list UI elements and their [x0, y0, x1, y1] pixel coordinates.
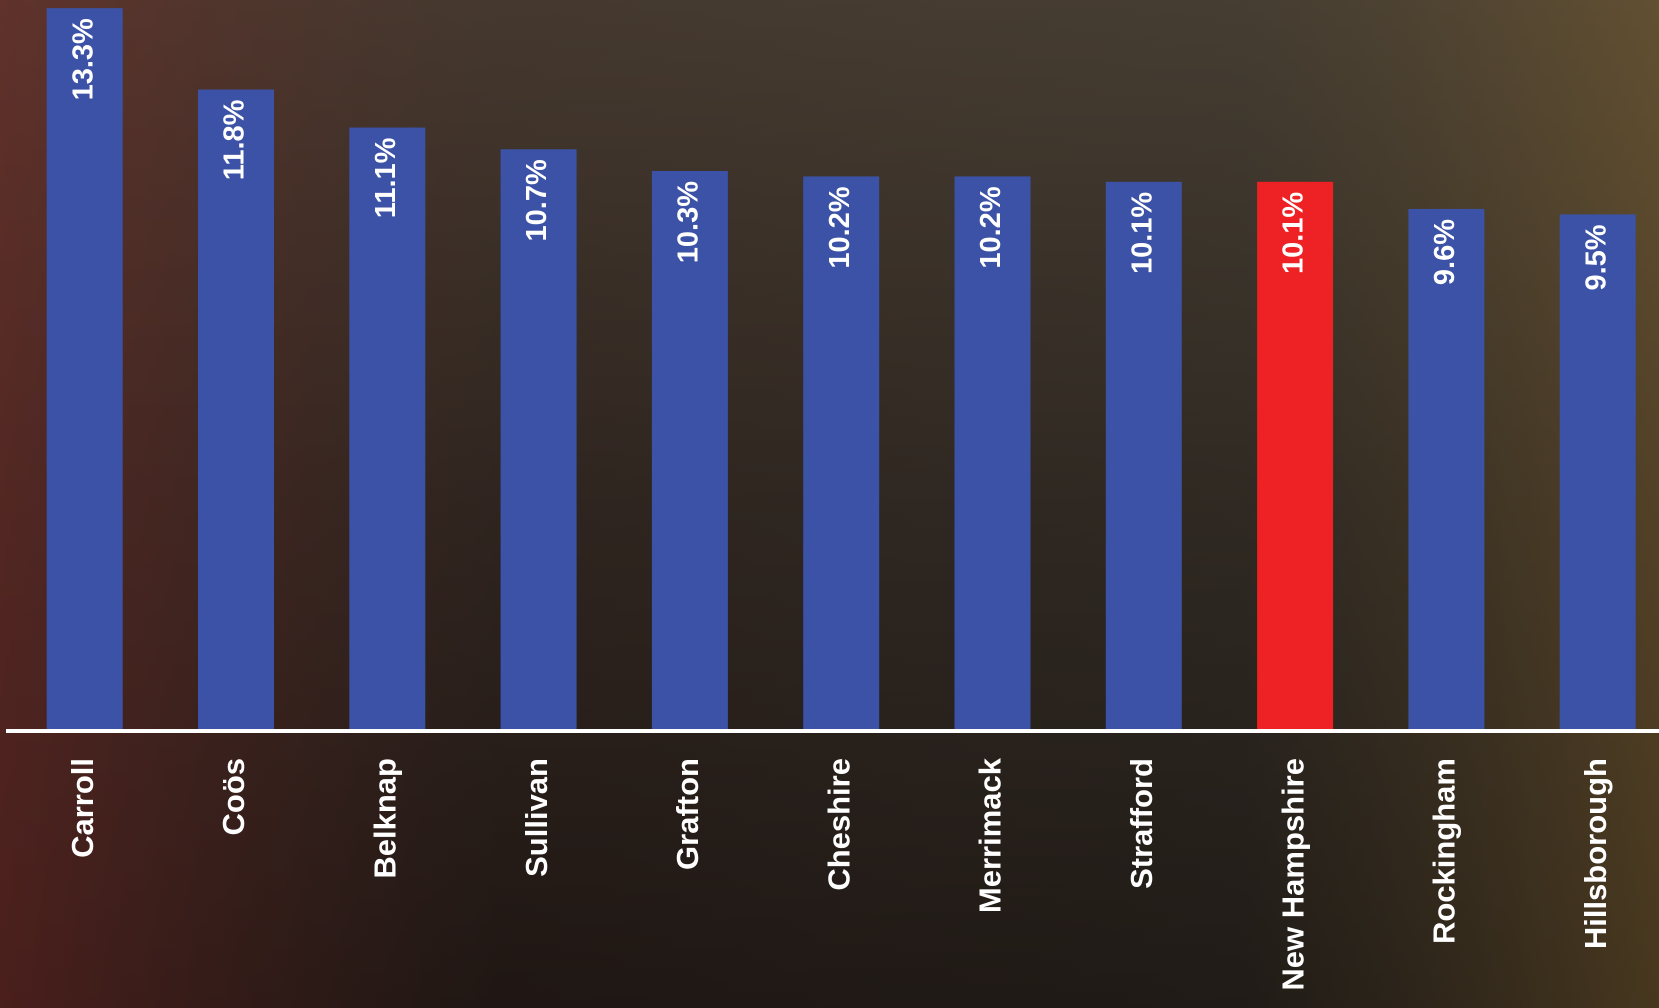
value-label: 9.5% [1580, 224, 1612, 290]
value-label: 11.1% [370, 137, 402, 218]
x-tick-label: Cheshire [821, 758, 856, 891]
value-label: 9.6% [1429, 219, 1461, 285]
x-tick-label: Rockingham [1427, 758, 1462, 944]
x-tick-label: Belknap [367, 758, 402, 879]
bar [46, 8, 123, 731]
bar [500, 149, 577, 731]
bar [803, 176, 880, 731]
bar [954, 176, 1031, 731]
value-label: 10.3% [673, 181, 705, 263]
bar [651, 170, 728, 730]
bar [1408, 208, 1485, 730]
x-tick-label: Carroll [65, 758, 100, 858]
x-tick-label: Strafford [1124, 758, 1159, 889]
plot-area: 13.3% Carroll 11.8% Coös 11.1% Belknap 10.7% Su… [46, 8, 1636, 991]
value-label: 10.1% [1126, 192, 1158, 274]
value-label: 10.2% [975, 186, 1007, 268]
bar [1105, 181, 1182, 731]
x-tick-label: Sullivan [519, 758, 554, 877]
x-tick-label: Grafton [670, 758, 705, 870]
x-tick-label: New Hampshire [1275, 758, 1310, 991]
value-label: 13.3% [67, 18, 99, 100]
bar [1559, 214, 1636, 731]
bar [1257, 181, 1334, 731]
bar [349, 127, 426, 731]
x-tick-label: Merrimack [973, 757, 1008, 913]
x-tick-label: Coös [216, 758, 251, 836]
value-label: 10.7% [521, 159, 553, 241]
value-label: 10.1% [1278, 192, 1310, 274]
value-label: 10.2% [824, 186, 856, 268]
x-tick-label: Hillsborough [1578, 758, 1613, 949]
bar [198, 89, 274, 731]
value-label: 11.8% [219, 99, 251, 180]
